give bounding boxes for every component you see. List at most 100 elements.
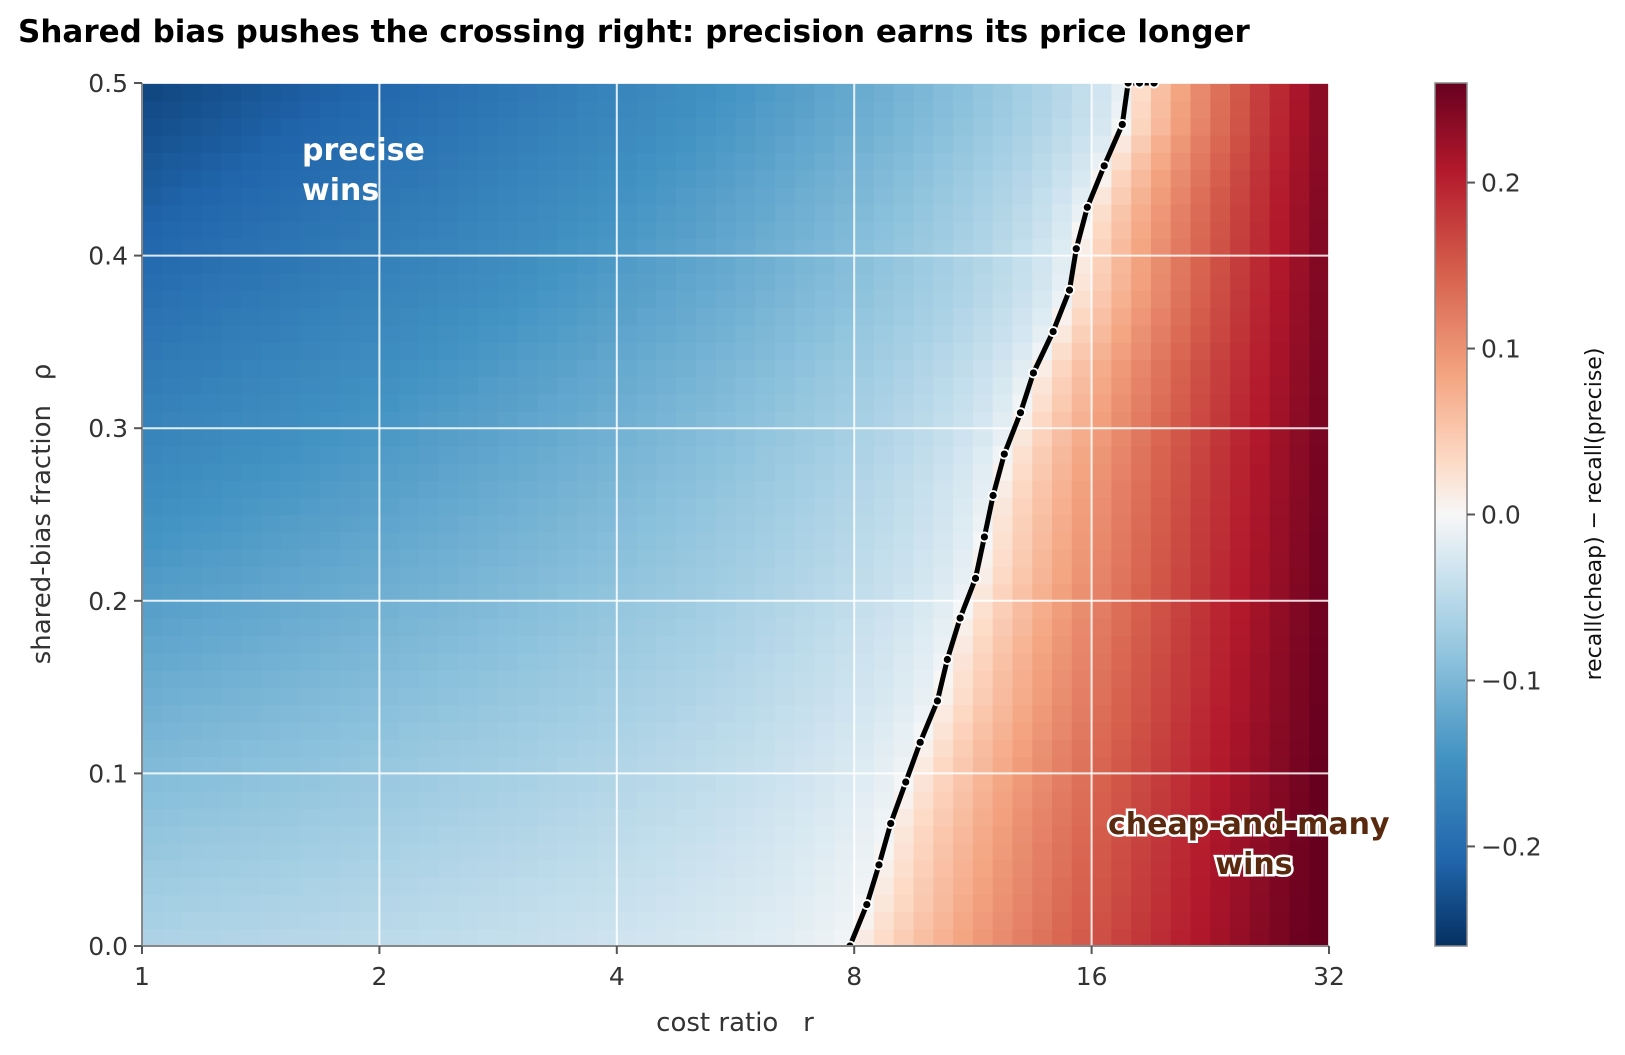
heatmap-cell — [1091, 635, 1113, 654]
heatmap-cell — [656, 307, 677, 326]
heatmap-cell — [933, 704, 954, 723]
heatmap-cell — [577, 876, 598, 896]
heatmap-cell — [498, 324, 519, 343]
heatmap-cell — [715, 83, 737, 102]
heatmap-cell — [715, 255, 737, 274]
heatmap-cell — [1309, 134, 1329, 153]
heatmap-cell — [1210, 756, 1231, 775]
heatmap-cell — [339, 410, 361, 429]
heatmap-cell — [339, 479, 361, 499]
heatmap-cell — [695, 859, 717, 878]
heatmap-cell — [1111, 290, 1132, 309]
heatmap-cell — [933, 842, 954, 861]
heatmap-cell — [775, 928, 796, 946]
heatmap-cell — [854, 652, 875, 671]
heatmap-cell — [814, 652, 836, 671]
heatmap-cell — [616, 566, 638, 585]
heatmap-cell — [339, 600, 361, 619]
heatmap-cell — [438, 790, 460, 809]
heatmap-cell — [240, 652, 262, 671]
heatmap-cell — [478, 842, 499, 861]
heatmap-cell — [359, 669, 381, 688]
heatmap-cell — [1230, 497, 1251, 516]
heatmap-cell — [260, 186, 282, 205]
heatmap-cell — [1071, 324, 1093, 343]
heatmap-cell — [240, 721, 262, 740]
heatmap-cell — [399, 669, 420, 688]
heatmap-cell — [240, 756, 262, 775]
heatmap-cell — [1091, 186, 1113, 205]
heatmap-cell — [320, 652, 341, 671]
heatmap-cell — [240, 859, 262, 878]
heatmap-cell — [577, 152, 598, 171]
heatmap-cell — [339, 117, 361, 136]
heatmap-cell — [418, 134, 440, 153]
heatmap-cell — [715, 117, 737, 136]
heatmap-cell — [755, 445, 776, 464]
heatmap-cell — [1269, 773, 1291, 792]
heatmap-cell — [953, 307, 974, 326]
heatmap-cell — [399, 756, 420, 775]
heatmap-cell — [893, 393, 915, 412]
heatmap-cell — [1071, 566, 1093, 585]
heatmap-cell — [1309, 169, 1329, 188]
heatmap-cell — [755, 687, 776, 706]
heatmap-cell — [478, 152, 499, 171]
heatmap-cell — [933, 376, 954, 395]
heatmap-cell — [1309, 773, 1329, 792]
heatmap-cell — [755, 376, 776, 395]
heatmap-cell — [418, 549, 440, 568]
heatmap-cell — [1091, 652, 1113, 671]
heatmap-cell — [161, 756, 183, 775]
heatmap-cell — [972, 635, 994, 654]
heatmap-cell — [320, 100, 341, 119]
heatmap-cell — [1289, 756, 1311, 775]
heatmap-cell — [1170, 514, 1192, 533]
heatmap-cell — [1249, 583, 1271, 602]
heatmap-cell — [933, 773, 954, 792]
heatmap-cell — [676, 859, 697, 878]
heatmap-cell — [458, 83, 480, 102]
heatmap-cell — [537, 393, 559, 412]
heatmap-cell — [478, 738, 499, 757]
heatmap-cell — [379, 307, 400, 326]
heatmap-cell — [735, 341, 757, 360]
heatmap-cell — [478, 911, 499, 930]
heatmap-cell — [221, 393, 242, 412]
heatmap-cell — [854, 359, 875, 378]
heatmap-cell — [339, 773, 361, 792]
heatmap-cell — [953, 186, 974, 205]
heatmap-cell — [320, 359, 341, 378]
heatmap-cell — [1289, 825, 1311, 844]
heatmap-cell — [557, 790, 579, 809]
heatmap-cell — [755, 203, 776, 222]
heatmap-cell — [221, 652, 242, 671]
heatmap-cell — [1190, 807, 1212, 826]
heatmap-cell — [458, 479, 480, 499]
heatmap-cell — [676, 462, 697, 481]
heatmap-cell — [597, 773, 618, 792]
heatmap-cell — [1269, 324, 1291, 343]
heatmap-cell — [953, 324, 974, 343]
heatmap-cell — [953, 738, 974, 757]
heatmap-cell — [972, 756, 994, 775]
heatmap-cell — [359, 928, 381, 946]
heatmap-cell — [320, 376, 341, 395]
heatmap-cell — [656, 410, 677, 429]
heatmap-cell — [794, 359, 816, 378]
heatmap-cell — [1249, 704, 1271, 723]
heatmap-cell — [1170, 186, 1192, 205]
heatmap-cell — [953, 169, 974, 188]
heatmap-cell — [221, 928, 242, 946]
heatmap-cell — [636, 290, 658, 309]
heatmap-cell — [1170, 100, 1192, 119]
heatmap-cell — [814, 583, 836, 602]
heatmap-cell — [478, 721, 499, 740]
heatmap-cell — [1309, 600, 1329, 619]
heatmap-cell — [458, 842, 480, 861]
heatmap-cell — [1170, 83, 1192, 102]
heatmap-cell — [1052, 376, 1073, 395]
heatmap-cell — [972, 842, 994, 861]
heatmap-cell — [458, 549, 480, 568]
heatmap-cell — [656, 635, 677, 654]
